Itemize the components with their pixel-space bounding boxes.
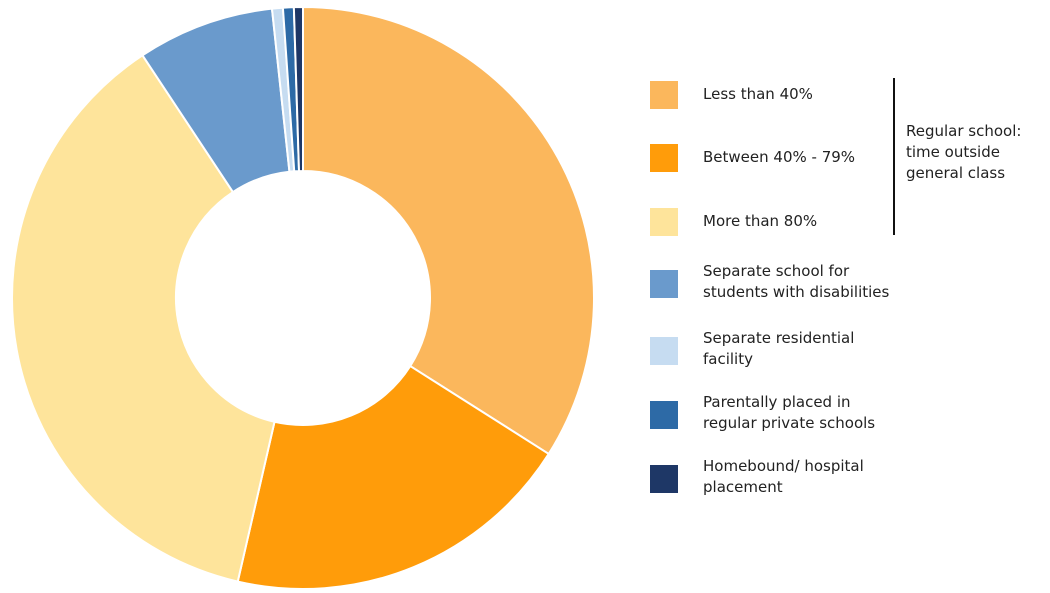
legend-item-homebound: Homebound/ hospital placement — [650, 457, 890, 502]
legend-swatch-separate-school — [650, 270, 678, 298]
legend-item-parentally-placed: Parentally placed in regular private sch… — [650, 393, 890, 438]
legend-item-separate-residential: Separate residential facility — [650, 329, 890, 374]
regular-school-group-label: Regular school: time outside general cla… — [906, 122, 1022, 182]
legend-label-separate-residential: Separate residential facility — [703, 329, 855, 368]
legend-label-homebound: Homebound/ hospital placement — [703, 457, 864, 496]
donut-chart — [11, 6, 595, 590]
legend-label-more-than-80: More than 80% — [703, 212, 818, 230]
legend-swatch-parentally-placed — [650, 401, 678, 429]
legend-item-more-than-80: More than 80% — [650, 205, 890, 245]
legend-label-less-than-40: Less than 40% — [703, 85, 813, 103]
slice-1 — [236, 365, 550, 590]
slice-2 — [11, 54, 276, 583]
regular-school-bracket — [893, 78, 895, 235]
legend-swatch-more-than-80 — [650, 208, 678, 236]
legend-label-separate-school: Separate school for students with disabi… — [703, 262, 890, 301]
donut-slices — [11, 6, 595, 590]
legend-item-between-40-79: Between 40% - 79% — [650, 141, 890, 181]
legend-swatch-less-than-40 — [650, 81, 678, 109]
legend-swatch-separate-residential — [650, 337, 678, 365]
legend-swatch-homebound — [650, 465, 678, 493]
slice-6 — [292, 6, 304, 173]
legend-label-parentally-placed: Parentally placed in regular private sch… — [703, 393, 876, 432]
legend-swatch-between-40-79 — [650, 144, 678, 172]
legend-label-between-40-79: Between 40% - 79% — [703, 148, 856, 166]
legend-item-less-than-40: Less than 40% — [650, 78, 890, 118]
legend-item-separate-school: Separate school for students with disabi… — [650, 262, 890, 307]
slice-0 — [302, 6, 595, 455]
